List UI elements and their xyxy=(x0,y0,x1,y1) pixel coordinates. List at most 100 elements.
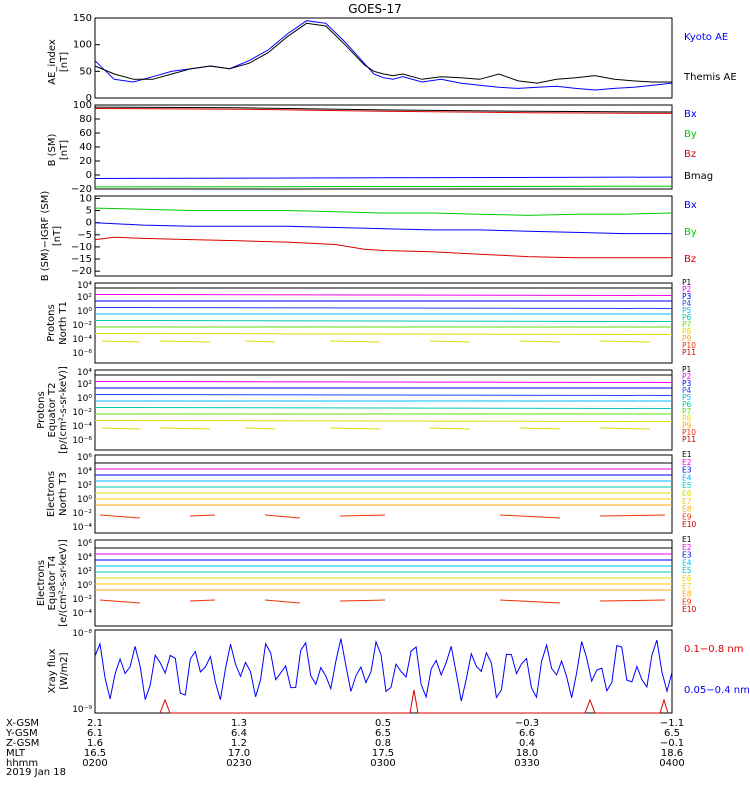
flux-segment xyxy=(244,340,276,343)
xray-short-series xyxy=(94,638,673,702)
legend-e2-e5: E5 xyxy=(682,566,692,575)
panel-e2-frame xyxy=(94,539,673,627)
y-tick-label: −5 xyxy=(77,230,92,241)
flux-segment xyxy=(329,427,381,430)
legend-p2-p11: P11 xyxy=(682,435,696,444)
flux-segment xyxy=(339,514,386,517)
footer-value: 2.1 xyxy=(87,718,103,729)
panel-p1-frame xyxy=(94,282,673,364)
y-tick-label: 60 xyxy=(79,128,92,139)
panel-1-plot: 100 80 60 40 20 0 −20 xyxy=(71,100,673,195)
flux-segment xyxy=(499,514,561,519)
footer-value: 0330 xyxy=(514,758,539,769)
footer-value: 17.5 xyxy=(372,748,394,759)
legend-e1-e1: E1 xyxy=(682,450,692,459)
ae-legend-kyoto: Kyoto AE xyxy=(684,32,728,43)
legend-p2-p5: P5 xyxy=(682,393,692,402)
bsm-ylabel-line1: B (SM) xyxy=(47,133,58,166)
y-tick-label: 100 xyxy=(73,100,92,111)
footer-value: −1.1 xyxy=(660,718,684,729)
flux-channel-line xyxy=(94,333,673,335)
y-tick-label: 0 xyxy=(86,218,92,229)
bigrf-legend-bz: Bz xyxy=(684,254,696,265)
e1-ylabel-line2: North T3 xyxy=(58,472,69,516)
bsm-legend-bmag: Bmag xyxy=(684,171,713,182)
legend-e2-e3: E3 xyxy=(682,551,692,560)
panel-e1-frame xyxy=(94,454,673,534)
p2-tick-1e-2: 10⁻² xyxy=(72,408,92,418)
footer-value: 6.5 xyxy=(664,728,680,739)
xray-ylabel-line2: [W/m2] xyxy=(59,652,70,689)
footer-row-label: hhmm xyxy=(6,758,38,769)
legend-e1-e6: E6 xyxy=(682,489,692,498)
legend-p2-p4: P4 xyxy=(682,386,692,395)
legend-layer: P1P2P3P4P5P6P7P8P9P10P11P1P2P3P4P5P6P7P8… xyxy=(682,278,697,614)
e2-ylabel-line1: Electrons xyxy=(36,560,47,606)
flux-segment xyxy=(499,599,561,604)
xray-long-series xyxy=(159,689,669,714)
series-line-bz xyxy=(94,236,672,259)
legend-e1-e4: E4 xyxy=(682,473,692,482)
panel-p2-frame xyxy=(94,369,673,451)
e2-tick-1e0: 10⁰ xyxy=(77,581,92,591)
flux-segment xyxy=(599,427,651,430)
legend-p1-p8: P8 xyxy=(682,327,692,336)
flux-segment xyxy=(159,427,211,430)
xray-ylabel-line1: Xray flux xyxy=(47,649,58,694)
legend-p1-p3: P3 xyxy=(682,292,692,301)
ae-ylabel-line1: AE_index xyxy=(47,39,58,85)
flux-segment xyxy=(429,340,471,343)
legend-e1-e5: E5 xyxy=(682,481,692,490)
e1-tick-1e4: 10⁴ xyxy=(77,467,92,477)
legend-e2-e10: E10 xyxy=(682,605,697,614)
ephemeris-footer: X-GSM 2.1 1.3 0.5 −0.3 −1.1 Y-GSM 6.1 6.4 6.5 6.6 6… xyxy=(5,718,685,769)
flux-segment xyxy=(599,514,666,517)
footer-value: 0230 xyxy=(226,758,251,769)
legend-e1-e7: E7 xyxy=(682,497,692,506)
e1-tick-1e-2: 10⁻² xyxy=(72,509,92,519)
flux-segment xyxy=(339,599,386,602)
flux-segment xyxy=(159,340,211,343)
legend-p1-p6: P6 xyxy=(682,313,692,322)
legend-p1-p10: P10 xyxy=(682,341,696,350)
legend-e1-e3: E3 xyxy=(682,466,692,475)
flux-segment xyxy=(101,340,141,343)
flux-segment xyxy=(189,599,216,602)
flux-segment xyxy=(429,427,471,430)
p2-ylabel-line3: [p/(cm²-s-sr-keV)] xyxy=(58,366,69,454)
p1-tick-1e-4: 10⁻⁴ xyxy=(72,335,92,345)
p1-tick-1e0: 10⁰ xyxy=(77,307,92,317)
legend-p2-p3: P3 xyxy=(682,379,692,388)
flux-segment xyxy=(519,340,561,343)
y-tick-label: −20 xyxy=(71,184,92,195)
flux-segment xyxy=(189,514,216,517)
y-tick-label: 50 xyxy=(79,66,92,77)
legend-e2-e2: E2 xyxy=(682,543,692,552)
footer-row-label: MLT xyxy=(6,748,26,759)
legend-p2-p2: P2 xyxy=(682,372,692,381)
p2-tick-1e-6: 10⁻⁶ xyxy=(72,436,92,446)
xray-legend-long: 0.1−0.8 nm xyxy=(684,644,743,655)
flux-segment xyxy=(329,340,381,343)
series-line-kyoto-ae xyxy=(94,20,673,91)
e2-tick-1e-2: 10⁻² xyxy=(72,595,92,605)
footer-value: 18.0 xyxy=(516,748,538,759)
ae-ylabel-line2: [nT] xyxy=(59,52,70,72)
legend-e1-e8: E8 xyxy=(682,505,692,514)
flux-segment xyxy=(99,514,141,519)
series-line-by xyxy=(94,207,673,216)
bigrf-legend-bx: Bx xyxy=(684,200,697,211)
flux-segment xyxy=(264,514,301,519)
e1-ylabel-line1: Electrons xyxy=(46,471,57,517)
bsm-panel-labels: B (SM) [nT] Bx By Bz Bmag xyxy=(47,109,713,182)
ae-legend-themis: Themis AE xyxy=(683,72,737,83)
bigrf-legend-by: By xyxy=(684,227,697,238)
legend-p1-p7: P7 xyxy=(682,320,692,329)
flux-segment xyxy=(101,427,141,430)
legend-e2-e7: E7 xyxy=(682,582,692,591)
y-tick-label: 40 xyxy=(79,142,92,153)
legend-p2-p8: P8 xyxy=(682,414,692,423)
e2-tick-1e6: 10⁶ xyxy=(77,539,92,549)
footer-value: 1.2 xyxy=(231,738,247,749)
